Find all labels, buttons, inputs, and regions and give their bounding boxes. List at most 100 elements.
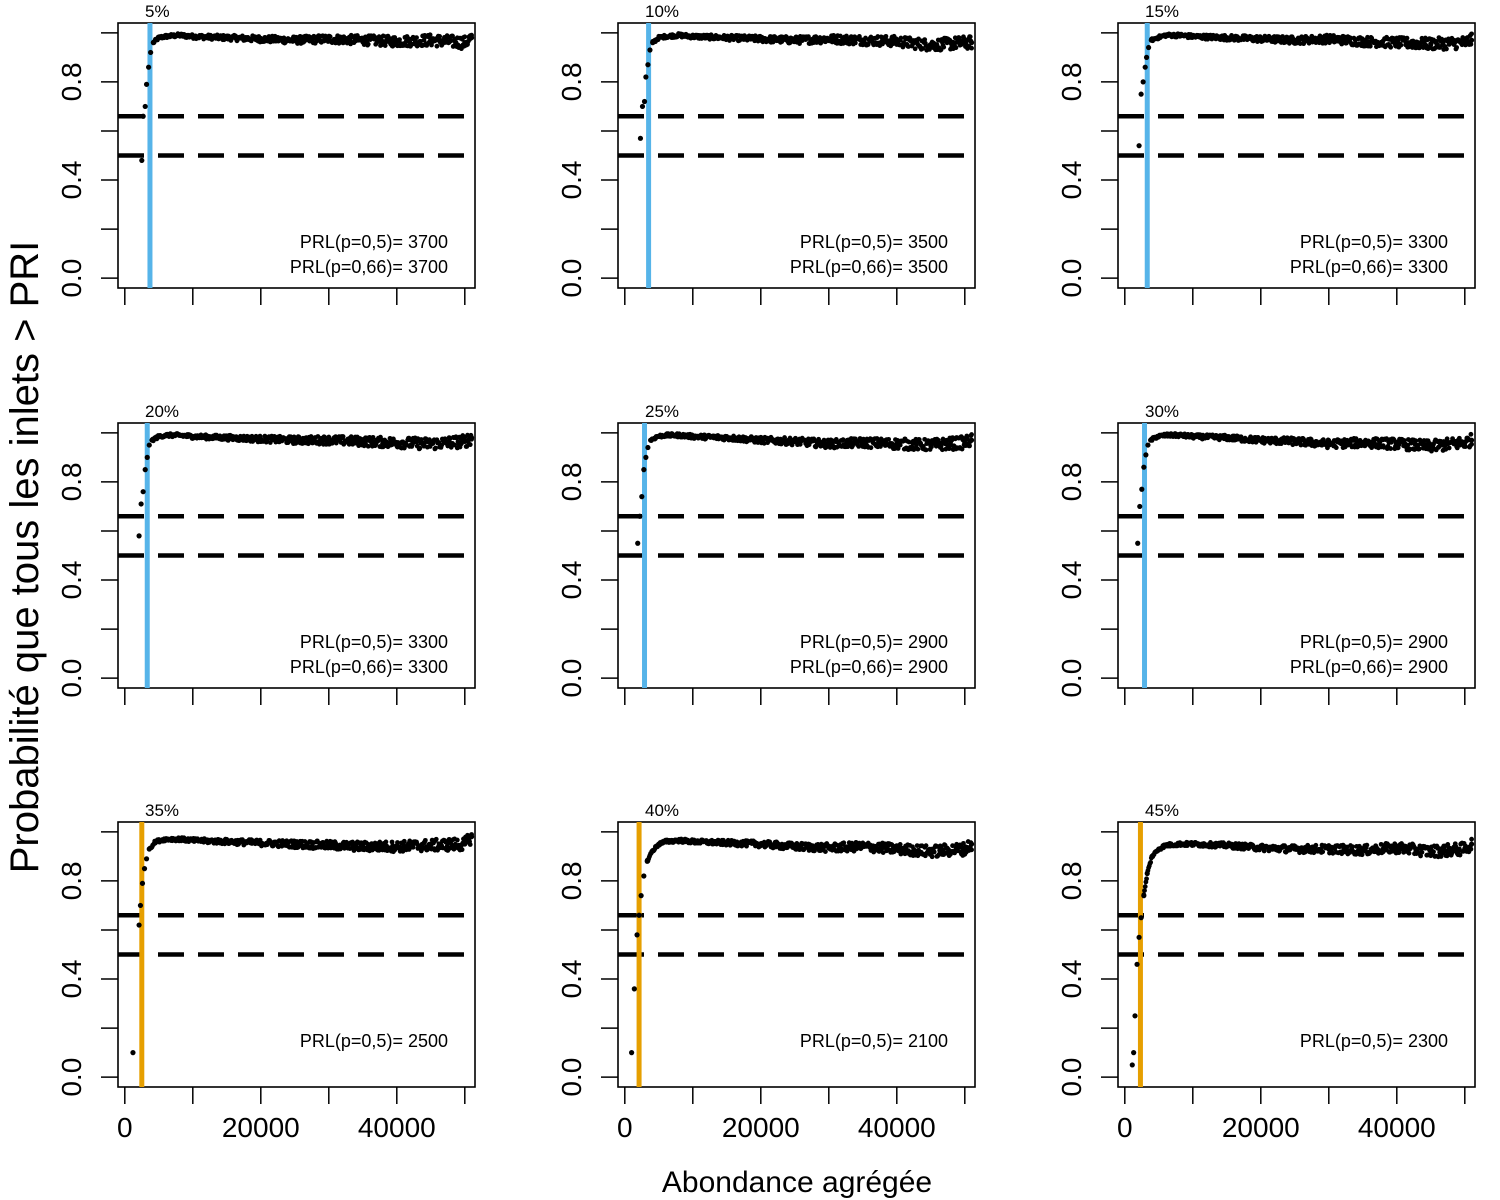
data-point [146, 64, 152, 70]
data-point [929, 444, 934, 450]
y-tick-label: 0.4 [556, 960, 587, 999]
data-point [469, 832, 474, 837]
y-tick-label: 0.0 [56, 1058, 87, 1097]
data-point [929, 854, 935, 860]
x-tick-label: 0 [617, 1112, 633, 1143]
y-axis-label: Probabilité que tous les inlets > PRI [3, 241, 47, 874]
data-point [784, 34, 790, 40]
data-point [1431, 849, 1436, 855]
y-tick-label: 0.0 [556, 659, 587, 698]
y-tick-label: 0.8 [1056, 462, 1087, 501]
data-point [1446, 445, 1452, 451]
data-point [1405, 442, 1411, 448]
data-point [1138, 915, 1144, 921]
data-point [139, 157, 145, 164]
data-point [637, 135, 644, 141]
data-point [967, 443, 972, 449]
prl-label: PRL(p=0,66)= 3300 [1290, 257, 1448, 277]
data-point [1313, 842, 1319, 848]
data-point [143, 856, 150, 862]
data-point [647, 47, 653, 53]
data-point [1398, 42, 1404, 48]
data-point [365, 443, 371, 449]
data-point [1140, 79, 1146, 85]
data-point [1466, 437, 1472, 442]
y-tick-label: 0.0 [56, 259, 87, 298]
data-point [1404, 35, 1410, 41]
data-point [639, 494, 645, 500]
prl-label: PRL(p=0,5)= 3700 [300, 232, 448, 252]
data-point [1138, 91, 1144, 97]
x-tick-label: 20000 [722, 1112, 800, 1143]
data-point [868, 445, 874, 451]
data-point [1136, 934, 1142, 940]
data-point [641, 873, 647, 879]
data-point [370, 434, 376, 440]
data-point [1469, 31, 1474, 37]
data-point [342, 845, 347, 851]
data-point [350, 839, 355, 845]
data-point [340, 434, 346, 439]
data-point [1145, 442, 1151, 448]
y-tick-label: 0.0 [1056, 1058, 1087, 1097]
data-point [459, 847, 465, 853]
data-point [1137, 503, 1143, 510]
data-point [1413, 438, 1419, 444]
data-point [427, 32, 433, 38]
data-point [1468, 431, 1474, 437]
panel-title: 35% [145, 801, 179, 820]
data-point [1139, 486, 1145, 492]
data-point [1348, 35, 1353, 41]
data-point [1388, 446, 1394, 451]
panel-title: 10% [645, 2, 679, 21]
data-point [969, 432, 974, 437]
data-point [897, 442, 903, 448]
panel-title: 45% [1145, 801, 1179, 820]
data-point [448, 38, 453, 44]
data-point [410, 844, 416, 850]
prl-label: PRL(p=0,5)= 2500 [300, 1031, 448, 1051]
data-point [641, 467, 647, 473]
y-tick-label: 0.4 [56, 960, 87, 999]
data-point [637, 513, 643, 519]
data-point [1136, 143, 1142, 149]
data-point [915, 446, 921, 452]
data-point [1350, 844, 1355, 850]
data-point [1457, 852, 1463, 858]
x-tick-label: 40000 [858, 1112, 936, 1143]
data-point [1333, 445, 1339, 451]
data-point [956, 35, 962, 41]
data-point [141, 866, 148, 872]
data-point [1438, 854, 1444, 859]
data-point [931, 849, 937, 855]
data-point [136, 533, 142, 539]
data-point [840, 437, 846, 443]
y-tick-label: 0.0 [56, 659, 87, 698]
y-tick-label: 0.4 [56, 561, 87, 600]
data-point [1418, 853, 1423, 859]
y-tick-label: 0.4 [1056, 960, 1087, 999]
panel-title: 5% [145, 2, 170, 21]
data-point [390, 43, 396, 49]
data-point [935, 437, 941, 443]
data-point [469, 32, 474, 38]
data-point [1416, 446, 1422, 452]
data-point [923, 447, 929, 453]
data-point [967, 34, 973, 40]
y-tick-label: 0.4 [56, 161, 87, 200]
data-point [1134, 961, 1140, 967]
data-point [365, 41, 371, 47]
y-tick-label: 0.8 [1056, 861, 1087, 900]
data-point [383, 839, 389, 845]
data-point [1267, 440, 1273, 446]
data-point [897, 842, 903, 847]
data-point [635, 540, 641, 546]
y-tick-label: 0.4 [556, 561, 587, 600]
prl-label: PRL(p=0,5)= 3300 [1300, 232, 1448, 252]
y-tick-label: 0.4 [1056, 161, 1087, 200]
data-point [643, 74, 649, 80]
data-point [140, 113, 146, 119]
